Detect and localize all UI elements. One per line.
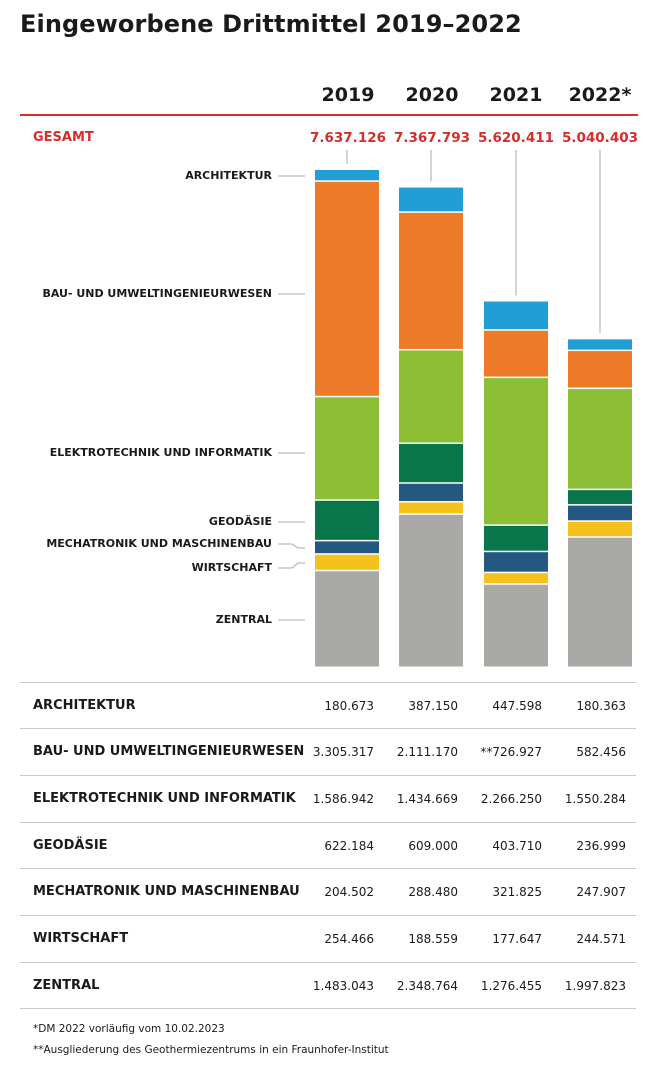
table-cell: 3.305.317 — [312, 745, 374, 759]
table-divider — [20, 728, 636, 729]
chart-label-wirtschaft: WIRTSCHAFT — [191, 561, 272, 574]
chart-label-elektrotechnik: ELEKTROTECHNIK UND INFORMATIK — [49, 446, 272, 459]
table-cell: 2.348.764 — [396, 979, 458, 993]
bar-segment-mechatronik-2 — [484, 552, 548, 572]
bar-segment-zentral-1 — [399, 514, 463, 667]
table-divider — [20, 682, 636, 683]
bar-segment-geodaesie-1 — [399, 444, 463, 483]
table-cell: 1.550.284 — [564, 792, 626, 806]
page-title: Eingeworbene Drittmittel 2019–2022 — [20, 10, 522, 38]
bar-segment-bau-2 — [484, 330, 548, 377]
bar-segment-wirtschaft-3 — [568, 521, 632, 537]
table-cell: 1.483.043 — [312, 979, 374, 993]
bar-segment-zentral-3 — [568, 537, 632, 667]
chart-label-mechatronik: MECHATRONIK UND MASCHINENBAU — [46, 537, 272, 550]
table-cell: 244.571 — [576, 932, 626, 946]
table-cell: 204.502 — [324, 885, 374, 899]
chart-label-geodaesie: GEODÄSIE — [208, 515, 272, 528]
bar-segment-elektrotechnik-0 — [315, 397, 379, 500]
chart-label-bau: BAU- UND UMWELTINGENIEURWESEN — [42, 287, 272, 300]
bar-segment-mechatronik-1 — [399, 483, 463, 502]
bar-segment-geodaesie-0 — [315, 500, 379, 540]
table-cell: 236.999 — [576, 839, 626, 853]
bar-segment-zentral-2 — [484, 584, 548, 667]
table-cell: 247.907 — [576, 885, 626, 899]
table-divider — [20, 962, 636, 963]
table-cell: 2.111.170 — [396, 745, 458, 759]
total-2022: 5.040.403 — [561, 130, 638, 146]
table-cell: 321.825 — [492, 885, 542, 899]
bar-segment-mechatronik-3 — [568, 505, 632, 521]
year-header-2022: 2022* — [568, 84, 632, 106]
bar-segment-bau-1 — [399, 212, 463, 349]
bar-segment-architektur-0 — [315, 170, 379, 181]
table-divider — [20, 822, 636, 823]
bar-segment-wirtschaft-0 — [315, 554, 379, 570]
footnote-1: *DM 2022 vorläufig vom 10.02.2023 — [33, 1023, 225, 1035]
table-row-label-wirtschaft: WIRTSCHAFT — [33, 931, 129, 946]
header-divider — [20, 114, 638, 116]
total-2019: 7.637.126 — [309, 130, 386, 146]
bar-segment-architektur-1 — [399, 187, 463, 212]
bar-segment-bau-0 — [315, 181, 379, 396]
footnote-2: **Ausgliederung des Geothermiezentrums i… — [33, 1044, 389, 1056]
table-cell: 288.480 — [408, 885, 458, 899]
table-divider — [20, 868, 636, 869]
bar-segment-elektrotechnik-1 — [399, 350, 463, 443]
table-cell: 254.466 — [324, 932, 374, 946]
table-row-label-elektrotechnik: ELEKTROTECHNIK UND INFORMATIK — [33, 791, 296, 806]
table-cell: 188.559 — [408, 932, 458, 946]
table-cell: 582.456 — [576, 745, 626, 759]
table-cell: 622.184 — [324, 839, 374, 853]
table-cell: 180.673 — [324, 699, 374, 713]
table-row-label-zentral: ZENTRAL — [33, 978, 100, 993]
bar-segment-zentral-0 — [315, 571, 379, 667]
bar-segment-geodaesie-2 — [484, 525, 548, 551]
gesamt-label: GESAMT — [33, 130, 94, 145]
bar-segment-bau-3 — [568, 351, 632, 388]
table-cell: 1.276.455 — [480, 979, 542, 993]
table-cell: 609.000 — [408, 839, 458, 853]
table-cell: 180.363 — [576, 699, 626, 713]
bar-segment-elektrotechnik-3 — [568, 389, 632, 489]
table-row-label-bau: BAU- UND UMWELTINGENIEURWESEN — [33, 744, 305, 759]
label-connector-wirtschaft — [278, 562, 305, 569]
year-header-2021: 2021 — [489, 84, 543, 106]
chart-label-architektur: ARCHITEKTUR — [185, 169, 272, 182]
table-cell: 1.434.669 — [396, 792, 458, 806]
table-row-label-geodaesie: GEODÄSIE — [33, 838, 108, 853]
total-2020: 7.367.793 — [393, 130, 470, 146]
table-divider — [20, 775, 636, 776]
table-row-label-mechatronik: MECHATRONIK UND MASCHINENBAU — [33, 884, 300, 899]
stacked-bar-chart — [278, 150, 632, 667]
bar-segment-geodaesie-3 — [568, 490, 632, 505]
table-cell: **726.927 — [480, 745, 542, 759]
bar-segment-mechatronik-0 — [315, 541, 379, 554]
table-row-label-architektur: ARCHITEKTUR — [33, 698, 136, 713]
table-divider — [20, 1008, 636, 1009]
table-cell: 447.598 — [492, 699, 542, 713]
bar-segment-wirtschaft-2 — [484, 573, 548, 584]
bar-segment-wirtschaft-1 — [399, 502, 463, 514]
table-cell: 177.647 — [492, 932, 542, 946]
bar-segment-architektur-2 — [484, 301, 548, 330]
year-header-2019: 2019 — [321, 84, 375, 106]
year-header-2020: 2020 — [405, 84, 459, 106]
chart-label-zentral: ZENTRAL — [215, 613, 272, 626]
table-cell: 1.586.942 — [312, 792, 374, 806]
table-cell: 387.150 — [408, 699, 458, 713]
total-2021: 5.620.411 — [477, 130, 554, 146]
table-cell: 2.266.250 — [480, 792, 542, 806]
table-divider — [20, 915, 636, 916]
table-cell: 403.710 — [492, 839, 542, 853]
label-connector-mechatronik — [278, 543, 305, 549]
bar-segment-elektrotechnik-2 — [484, 378, 548, 525]
table-cell: 1.997.823 — [564, 979, 626, 993]
bar-segment-architektur-3 — [568, 339, 632, 350]
